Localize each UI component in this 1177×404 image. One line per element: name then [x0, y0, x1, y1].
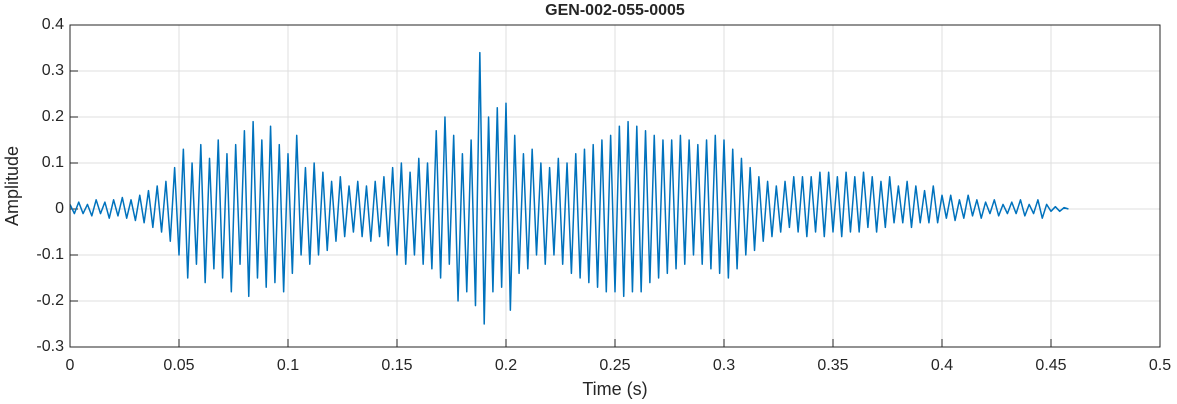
x-tick-label: 0.25: [599, 357, 630, 374]
y-tick-label: 0.2: [42, 108, 64, 125]
x-tick-label: 0.05: [163, 357, 194, 374]
x-tick-label: 0.4: [931, 357, 953, 374]
waveform-line: [69, 51, 1069, 325]
y-tick-label: 0.3: [42, 62, 64, 79]
chart-title: GEN-002-055-0005: [545, 2, 685, 19]
x-tick-label: 0.3: [713, 357, 735, 374]
x-axis-label: Time (s): [582, 379, 647, 399]
y-tick-label: -0.1: [36, 246, 64, 263]
y-tick-label: 0.4: [42, 16, 64, 33]
x-tick-label: 0: [66, 357, 75, 374]
y-tick-label: 0.1: [42, 154, 64, 171]
x-tick-label: 0.2: [495, 357, 517, 374]
x-tick-label: 0.35: [817, 357, 848, 374]
y-tick-label: 0: [55, 200, 64, 217]
y-axis-label: Amplitude: [2, 146, 22, 226]
x-tick-label: 0.1: [277, 357, 299, 374]
x-tick-label: 0.5: [1149, 357, 1171, 374]
y-tick-label: -0.2: [36, 292, 64, 309]
x-tick-label: 0.45: [1035, 357, 1066, 374]
y-tick-label: -0.3: [36, 338, 64, 355]
plot-box: [69, 24, 1161, 348]
x-tick-label: 0.15: [381, 357, 412, 374]
